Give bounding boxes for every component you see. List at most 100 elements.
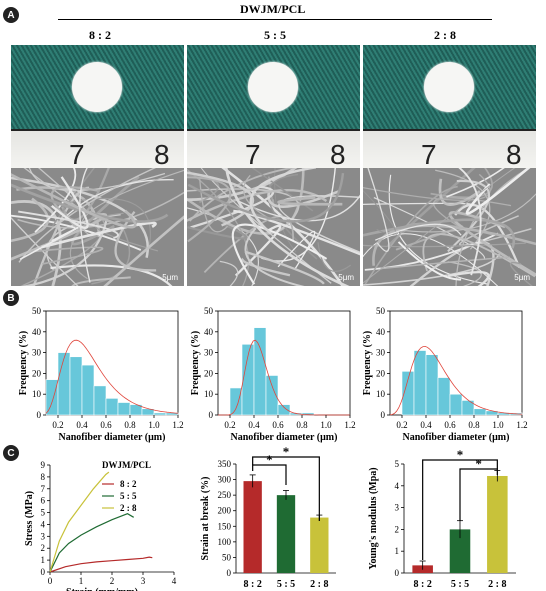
sem-fiber <box>11 197 50 243</box>
bar <box>243 481 262 573</box>
stress-strain-curve <box>49 513 135 573</box>
x-tick-label: 3 <box>141 576 146 586</box>
sem-fiber <box>219 260 239 286</box>
sem-fiber <box>509 261 533 286</box>
sem-fiber <box>18 210 119 239</box>
significance-bracket <box>422 459 498 560</box>
fabric-photo-8-2 <box>11 45 184 129</box>
y-tick-label: 0 <box>395 568 400 578</box>
y-tick-label: 0 <box>227 568 232 578</box>
sem-fiber <box>242 174 271 220</box>
x-tick-label: 1.2 <box>344 420 355 430</box>
y-tick-label: 4 <box>395 481 400 491</box>
ruler-5-5: 7 8 <box>187 129 360 170</box>
sem-fiber <box>367 168 390 252</box>
y-tick-label: 100 <box>218 537 232 547</box>
sem-fiber <box>11 176 149 258</box>
sem-image-2-8: 5μm <box>363 168 536 286</box>
y-tick-label: 8 <box>41 472 46 482</box>
sem-fiber <box>363 168 516 284</box>
scale-bar-label: 5μm <box>514 273 530 282</box>
sem-fiber <box>51 176 89 229</box>
sem-fiber <box>447 261 482 286</box>
sem-fiber <box>277 196 343 206</box>
ratio-label-8-2: 8 : 2 <box>89 28 111 42</box>
scaffold-disk <box>248 62 298 112</box>
sem-fiber <box>17 191 184 229</box>
sem-fiber <box>236 194 360 222</box>
sem-fiber <box>16 186 101 238</box>
histogram-bar <box>253 327 267 416</box>
bar <box>310 517 329 573</box>
sem-fiber <box>231 223 328 285</box>
x-tick-label: 0.4 <box>248 420 260 430</box>
y-tick-label: 0 <box>37 410 42 420</box>
sem-fiber <box>81 169 184 237</box>
sem-fiber <box>103 215 184 286</box>
y-tick-label: 3 <box>395 503 400 513</box>
x-tick-label: 0 <box>48 576 53 586</box>
panel-label-b: B <box>3 290 19 306</box>
x-axis-label: Nanofiber diameter (μm) <box>231 432 338 443</box>
ruler-2-8: 7 8 <box>363 129 536 170</box>
x-tick-label: 0.8 <box>124 420 136 430</box>
sem-fiber <box>249 168 317 235</box>
lognormal-fit-line <box>389 345 523 416</box>
x-axis-label: Strain (mm/mm) <box>66 587 138 591</box>
x-tick-label: 0.4 <box>76 420 88 430</box>
histogram-bar <box>81 364 95 416</box>
x-tick-label: 0.6 <box>100 420 112 430</box>
x-tick-label: 1.0 <box>492 420 504 430</box>
y-tick-label: 30 <box>32 348 42 358</box>
sem-fiber <box>31 246 104 265</box>
sem-fiber <box>393 193 536 233</box>
scale-bar-label: 5μm <box>338 273 354 282</box>
y-axis-label: Frequency (%) <box>190 331 201 396</box>
y-tick-label: 10 <box>32 389 42 399</box>
sem-fiber <box>397 241 462 281</box>
composition-header: DWJM/PCL <box>240 2 306 16</box>
y-tick-label: 10 <box>204 389 214 399</box>
category-label: 2 : 8 <box>488 579 506 590</box>
x-tick-label: 0.2 <box>224 420 235 430</box>
sem-fiber <box>364 232 499 271</box>
sem-fiber <box>11 200 62 286</box>
histogram-bar <box>265 375 279 416</box>
category-label: 8 : 2 <box>243 579 261 590</box>
sem-image-8-2: 5μm <box>11 168 184 286</box>
sem-fiber <box>278 195 360 254</box>
y-tick-label: 50 <box>222 552 232 562</box>
x-tick-label: 1.0 <box>148 420 160 430</box>
y-tick-label: 30 <box>376 348 386 358</box>
category-label: 8 : 2 <box>413 579 431 590</box>
sem-fiber <box>114 211 157 272</box>
sem-fiber <box>447 179 490 253</box>
y-tick-label: 0 <box>41 567 46 577</box>
sem-fiber <box>200 168 332 284</box>
y-tick-label: 9 <box>41 460 46 470</box>
x-axis-label: Nanofiber diameter (μm) <box>403 432 510 443</box>
sem-fiber <box>187 173 220 204</box>
histogram-bar <box>473 408 487 416</box>
sem-fiber <box>69 218 91 280</box>
y-tick-label: 6 <box>41 496 46 506</box>
sem-fiber <box>465 168 531 215</box>
panel-label-a: A <box>3 7 19 23</box>
significance-star: * <box>283 445 290 459</box>
histogram-bar <box>413 350 427 416</box>
x-tick-label: 4 <box>172 576 177 586</box>
histogram-bar <box>105 398 119 416</box>
sem-fiber <box>277 230 316 269</box>
sem-fiber <box>363 190 396 235</box>
ruler-number: 7 <box>69 139 85 170</box>
histogram-bar <box>57 352 71 416</box>
sem-fiber <box>446 168 505 198</box>
sem-fiber <box>187 176 232 243</box>
stress-strain-curve <box>49 556 153 573</box>
histogram-bar <box>277 404 291 416</box>
y-tick-label: 20 <box>376 368 386 378</box>
scaffold-disk <box>72 62 122 112</box>
significance-bracket <box>252 456 320 521</box>
sem-fiber <box>363 233 499 286</box>
fabric-photo-2-8 <box>363 45 536 129</box>
